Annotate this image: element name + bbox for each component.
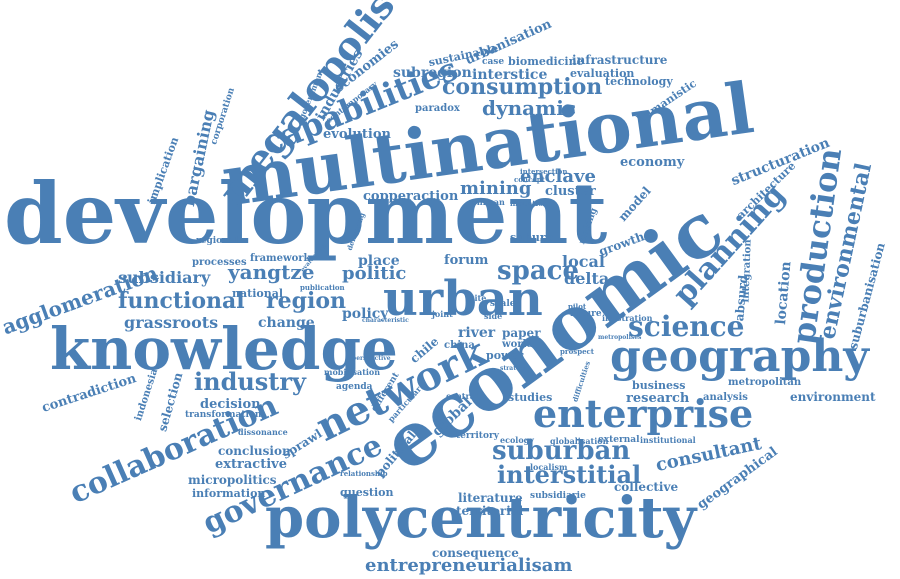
- word-territorial: territorial: [456, 504, 524, 518]
- word-interstitial: interstitial: [497, 460, 642, 489]
- word-local: local: [562, 252, 605, 271]
- word-strategic: strategic: [500, 365, 530, 372]
- word-subsidiarie: subsidiarie: [530, 491, 586, 501]
- word-interstice: interstice: [472, 67, 548, 83]
- word-world: world: [502, 339, 534, 350]
- word-extractive: extractive: [215, 457, 287, 472]
- word-characteristic: characteristic: [362, 317, 409, 324]
- word-subsidiary: subsidiary: [118, 268, 211, 287]
- word-micropolitics: micropolitics: [188, 473, 277, 487]
- word-dynamic: dynamic: [482, 96, 577, 120]
- word-pilot: pilot: [568, 302, 587, 311]
- word-grassroots: grassroots: [124, 313, 219, 332]
- word-industry: industry: [194, 367, 306, 396]
- word-functional: functional: [118, 288, 245, 314]
- word-integration: integration: [740, 239, 754, 303]
- word-scale: scale: [490, 299, 516, 309]
- word-science: science: [628, 310, 745, 343]
- word-river: river: [458, 325, 496, 341]
- word-polycentricity: polycentricity: [265, 485, 697, 551]
- word-research: research: [626, 391, 690, 406]
- word-suburban: suburban: [492, 436, 631, 466]
- word-enclave: enclave: [520, 166, 596, 187]
- word-subregion: subregion: [393, 65, 472, 81]
- word-forum: forum: [444, 253, 489, 268]
- word-suburb: suburb: [510, 231, 554, 244]
- word-development: development: [4, 164, 608, 263]
- word-relationship: relationship: [340, 469, 388, 478]
- word-framework: framework: [250, 253, 311, 264]
- word-question: question: [340, 486, 394, 499]
- word-enterprise: enterprise: [533, 391, 754, 436]
- word-metropolitan: metropolitan: [728, 377, 802, 388]
- word-technology: technology: [605, 75, 673, 88]
- word-business: business: [632, 379, 686, 392]
- word-literature: literature: [458, 491, 523, 505]
- word-change: change: [258, 315, 315, 331]
- word-future: future: [570, 309, 602, 319]
- word-chilean: chilean: [472, 197, 505, 207]
- word-politic: politic: [342, 263, 407, 284]
- word-consequence: consequence: [432, 546, 519, 560]
- word-power: power: [486, 349, 524, 362]
- word-processes: processes: [192, 257, 247, 268]
- word-analysis: analysis: [703, 392, 748, 403]
- word-entrepreneurialisam: entrepreneurialisam: [365, 555, 573, 576]
- word-conclusion: conclusion: [218, 444, 291, 458]
- word-china: china: [444, 340, 475, 351]
- word-mobilisation: mobilisation: [324, 367, 381, 377]
- word-metropolises: metropolises: [598, 334, 642, 341]
- word-policy: policy: [342, 306, 389, 322]
- word-publication: publication: [300, 283, 345, 292]
- word-economy: economy: [620, 155, 685, 170]
- word-localism: localism: [530, 462, 568, 472]
- word-prospect: prospect: [560, 347, 595, 356]
- word-space: space: [497, 256, 580, 286]
- word-regional: regional: [196, 236, 238, 246]
- word-evaluation: evaluation: [570, 67, 635, 80]
- word-evolution: evolution: [323, 127, 391, 142]
- word-institutional: institutional: [640, 435, 696, 445]
- word-biomedicine: biomedicine: [508, 55, 584, 68]
- word-joint: joint: [432, 309, 453, 319]
- word-infrastructure: infrastructure: [572, 53, 668, 67]
- word-cluster: cluster: [545, 184, 596, 199]
- word-case: case: [482, 57, 505, 67]
- word-invitation: invitation: [510, 199, 548, 208]
- word-agenda: agenda: [336, 382, 373, 392]
- word-consumption: consumption: [442, 74, 603, 100]
- word-decision: decision: [200, 397, 261, 412]
- word-dissonance: dissonance: [238, 427, 288, 437]
- word-side: side: [484, 311, 503, 321]
- word-perspective: perspective: [352, 355, 391, 362]
- word-studies: studies: [508, 391, 553, 404]
- word-delta: delta: [564, 269, 610, 288]
- word-collective: collective: [614, 480, 679, 494]
- word-intersection: intersection: [520, 167, 568, 176]
- word-region: region: [266, 288, 346, 314]
- word-geography: geography: [610, 331, 869, 382]
- word-mining: mining: [460, 178, 532, 199]
- word-illustration: illustration: [602, 313, 653, 323]
- word-external: external: [598, 435, 640, 445]
- word-yangtze: yangtze: [228, 260, 315, 284]
- word-concept: concept: [514, 175, 545, 184]
- word-site: site: [470, 293, 487, 303]
- word-transformation: transformation: [185, 410, 262, 420]
- word-place: place: [358, 253, 400, 269]
- word-territory: territory: [456, 431, 499, 441]
- word-paradox: paradox: [415, 103, 460, 114]
- word-paper: paper: [502, 326, 541, 340]
- word-national: national: [232, 287, 284, 300]
- word-ecology: ecology: [500, 435, 534, 445]
- word-globalisation: globalisation: [550, 436, 609, 446]
- word-information: information: [192, 487, 266, 500]
- word-urban: urban: [383, 271, 543, 327]
- word-environment: environment: [790, 390, 876, 404]
- word-knowledge: knowledge: [50, 315, 398, 383]
- word-central: central: [446, 391, 478, 401]
- word-copperaction: copperaction: [363, 189, 459, 204]
